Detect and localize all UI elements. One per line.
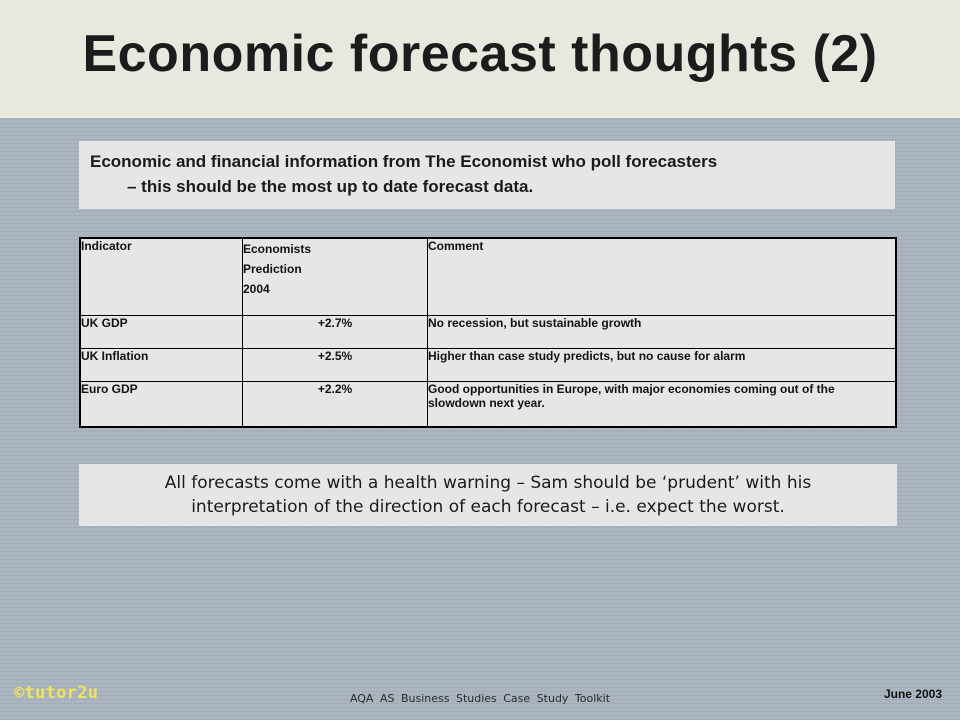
intro-line-2: – this should be the most up to date for… bbox=[127, 177, 534, 196]
cell-indicator: UK GDP bbox=[79, 314, 243, 349]
title-band: Economic forecast thoughts (2) bbox=[0, 0, 960, 118]
cell-comment: Higher than case study predicts, but no … bbox=[427, 347, 897, 382]
header-indicator: Indicator bbox=[79, 237, 243, 316]
cell-prediction: +2.7% bbox=[242, 314, 428, 349]
table-row: Euro GDP +2.2% Good opportunities in Eur… bbox=[79, 380, 897, 428]
header-prediction: Economists Prediction 2004 bbox=[242, 237, 428, 316]
intro-line-1: Economic and financial information from … bbox=[90, 152, 718, 171]
header-prediction-line-3: 2004 bbox=[243, 282, 270, 296]
warning-panel: All forecasts come with a health warning… bbox=[79, 464, 897, 526]
table-row: UK Inflation +2.5% Higher than case stud… bbox=[79, 347, 897, 382]
cell-comment: Good opportunities in Europe, with major… bbox=[427, 380, 897, 428]
footer-course-title: AQA AS Business Studies Case Study Toolk… bbox=[349, 692, 611, 705]
header-prediction-line-1: Economists bbox=[243, 242, 312, 256]
cell-indicator: Euro GDP bbox=[79, 380, 243, 428]
tutor2u-logo: ©tutor2u bbox=[14, 683, 99, 703]
intro-panel: Economic and financial information from … bbox=[79, 141, 895, 209]
header-prediction-line-2: Prediction bbox=[243, 262, 302, 276]
cell-prediction: +2.2% bbox=[242, 380, 428, 428]
warning-line-1: All forecasts come with a health warning… bbox=[164, 473, 812, 493]
table-row: UK GDP +2.7% No recession, but sustainab… bbox=[79, 314, 897, 349]
table-header-row: Indicator Economists Prediction 2004 Com… bbox=[79, 237, 897, 316]
cell-indicator: UK Inflation bbox=[79, 347, 243, 382]
forecast-table: Indicator Economists Prediction 2004 Com… bbox=[79, 237, 897, 428]
slide-title: Economic forecast thoughts (2) bbox=[82, 25, 878, 83]
footer-date: June 2003 bbox=[883, 687, 942, 701]
warning-line-2: interpretation of the direction of each … bbox=[191, 497, 785, 517]
cell-comment: No recession, but sustainable growth bbox=[427, 314, 897, 349]
header-comment: Comment bbox=[427, 237, 897, 316]
cell-prediction: +2.5% bbox=[242, 347, 428, 382]
